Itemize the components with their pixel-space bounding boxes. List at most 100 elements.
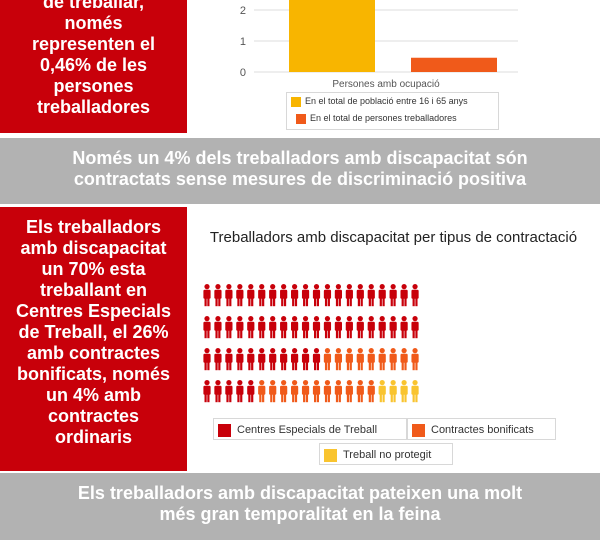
contract-line: contractes: [47, 406, 140, 426]
person-icon: [247, 284, 255, 307]
person-icon: [356, 348, 364, 371]
x-category-label: Persones amb ocupació: [332, 79, 440, 90]
person-icon: [323, 316, 332, 339]
person-icon: [258, 380, 266, 403]
legend-item-special-centres: Centres Especials de Treball: [213, 418, 407, 440]
person-icon: [236, 316, 244, 339]
person-icon: [345, 316, 353, 339]
person-icon: [356, 380, 364, 403]
person-icon: [247, 380, 255, 403]
person-icon: [214, 316, 222, 339]
legend-item-population: En el total de població entre 16 i 65 an…: [291, 96, 468, 107]
person-icon: [345, 380, 353, 403]
person-icon: [400, 380, 408, 403]
legend-swatch-orange: [296, 113, 306, 124]
contract-line: amb discapacitat: [20, 238, 167, 258]
legend-swatch-orange: [412, 423, 425, 437]
contract-text: Els treballadors amb discapacitat un 70%…: [0, 217, 187, 448]
person-icon: [258, 316, 266, 339]
person-icon: [269, 284, 277, 307]
person-icon: [323, 380, 332, 403]
intro-text-panel: de treballar, només representen el 0,46%…: [0, 0, 187, 133]
contract-line: amb contractes: [26, 343, 161, 363]
contract-line: de Treball, el 26%: [18, 322, 169, 342]
person-icon: [378, 380, 386, 403]
person-icon: [356, 284, 364, 307]
person-icon: [203, 380, 211, 403]
person-icon: [378, 316, 386, 339]
legend-label: En el total de població entre 16 i 65 an…: [305, 96, 468, 106]
y-tick-label: 2: [240, 5, 246, 17]
person-icon: [291, 316, 299, 339]
person-icon: [269, 380, 277, 403]
person-icon: [356, 316, 364, 339]
intro-text: de treballar, només representen el 0,46%…: [0, 0, 187, 118]
intro-line: persones: [53, 76, 134, 96]
person-icon: [312, 284, 321, 307]
contract-line: un 4% amb: [45, 385, 142, 405]
person-icon: [225, 316, 233, 339]
person-icon: [203, 284, 211, 307]
person-icon: [323, 284, 332, 307]
person-icon: [236, 284, 244, 307]
person-icon: [203, 316, 211, 339]
legend-label: Contractes bonificats: [431, 424, 534, 436]
person-icon: [312, 348, 321, 371]
legend-swatch-yellow: [291, 96, 301, 107]
intro-line: de treballar,: [42, 0, 145, 12]
person-icon: [411, 316, 419, 339]
bar-chart-legend: En el total de població entre 16 i 65 an…: [286, 92, 499, 130]
intro-line: treballadores: [36, 97, 151, 117]
contract-line: ordinaris: [54, 427, 133, 447]
person-icon: [269, 316, 277, 339]
person-icon: [280, 348, 288, 371]
person-icon: [312, 380, 321, 403]
legend-label: Centres Especials de Treball: [237, 424, 378, 436]
contract-type-pictogram: Treballadors amb discapacitat per tipus …: [187, 207, 600, 471]
bar: [289, 0, 375, 72]
person-icon: [345, 284, 353, 307]
y-tick-label: 0: [240, 67, 246, 79]
person-icon: [280, 284, 288, 307]
person-icon: [291, 284, 299, 307]
person-icon: [291, 348, 299, 371]
person-icon: [400, 316, 408, 339]
person-icon: [389, 348, 397, 371]
person-icon: [225, 284, 233, 307]
y-tick-label: 1: [240, 36, 246, 48]
headline-line: Els treballadors amb discapacitat pateix…: [77, 483, 523, 503]
person-icon: [214, 284, 222, 307]
person-icon: [236, 380, 244, 403]
headline-band-1: Només un 4% dels treballadors amb discap…: [0, 138, 600, 204]
person-icon: [367, 380, 375, 403]
person-icon: [367, 316, 375, 339]
intro-line: només: [64, 13, 123, 33]
person-icon: [258, 284, 266, 307]
person-icon: [291, 380, 299, 403]
person-icon: [301, 316, 310, 339]
person-icon: [301, 348, 310, 371]
legend-label: Treball no protegit: [343, 449, 432, 461]
person-icon: [367, 348, 375, 371]
legend-item-unprotected: Treball no protegit: [319, 443, 453, 465]
contract-line: Centres Especials: [15, 301, 172, 321]
person-icon: [312, 316, 321, 339]
person-icon: [411, 284, 419, 307]
contract-text-panel: Els treballadors amb discapacitat un 70%…: [0, 207, 187, 471]
headline-band-2: Els treballadors amb discapacitat pateix…: [0, 473, 600, 540]
employment-bar-chart: 0 1 2 Persones amb ocupació En el total de …: [187, 0, 600, 133]
person-icon: [334, 284, 342, 307]
intro-line: representen el: [31, 34, 156, 54]
person-icon: [280, 316, 288, 339]
legend-swatch-red: [218, 423, 231, 437]
person-icon: [301, 380, 310, 403]
contract-line: bonificats, només: [16, 364, 171, 384]
person-icon: [301, 284, 310, 307]
person-icon: [378, 348, 386, 371]
person-icon: [269, 348, 277, 371]
person-icon: [323, 348, 332, 371]
contract-line: un 70% esta: [41, 259, 146, 279]
headline-line: contractats sense mesures de discriminac…: [73, 169, 527, 189]
person-icon: [400, 284, 408, 307]
pictogram-svg: [203, 284, 419, 403]
